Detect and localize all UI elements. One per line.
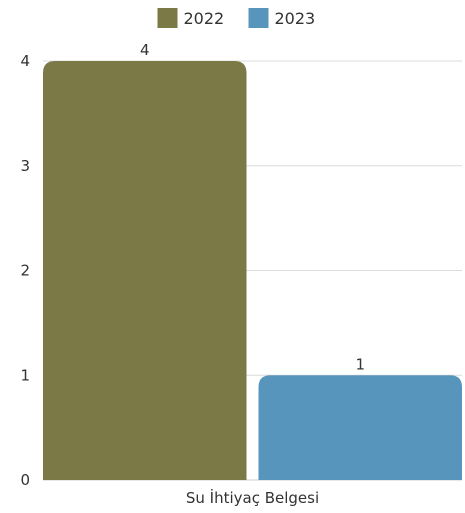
- legend-label: 2022: [184, 9, 225, 28]
- bars: [43, 61, 462, 480]
- y-axis-ticks: 0 1 2 3 4: [20, 52, 30, 489]
- legend-item-2023[interactable]: 2023: [248, 8, 316, 28]
- legend[interactable]: 2022 2023: [157, 8, 316, 28]
- data-labels: 41: [140, 41, 365, 373]
- y-tick-label: 4: [20, 52, 30, 70]
- y-tick-label: 2: [20, 262, 30, 280]
- bar-2022-0[interactable]: [43, 61, 247, 480]
- y-tick-label: 1: [20, 366, 30, 384]
- y-tick-label: 0: [20, 471, 30, 489]
- data-label-2022: 4: [140, 41, 150, 59]
- legend-swatch: [248, 8, 269, 28]
- legend-item-2022[interactable]: 2022: [157, 8, 225, 28]
- y-tick-label: 3: [20, 157, 30, 175]
- data-label-2023: 1: [355, 355, 365, 373]
- x-axis: Su İhtiyaç Belgesi: [186, 488, 319, 507]
- bar-2023-0[interactable]: [258, 375, 463, 480]
- x-category-label: Su İhtiyaç Belgesi: [186, 488, 319, 507]
- legend-label: 2023: [275, 9, 316, 28]
- legend-swatch: [157, 8, 178, 28]
